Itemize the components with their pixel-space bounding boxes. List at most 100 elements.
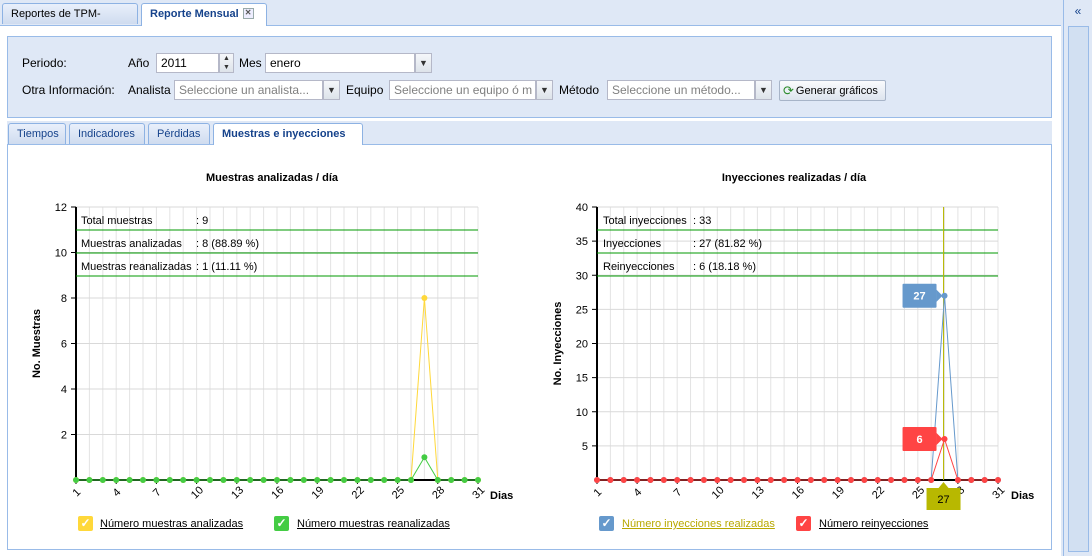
periodo-label: Periodo:	[22, 56, 67, 70]
data-point	[475, 477, 481, 483]
tab-reporte-mensual[interactable]: Reporte Mensual ✕	[141, 3, 267, 26]
generar-graficos-label: Generar gráficos	[795, 85, 878, 97]
anio-label: Año	[128, 56, 150, 70]
data-point	[874, 477, 881, 483]
data-point	[594, 477, 600, 483]
filter-panel: Periodo: Año 2011 ▲ ▼ Mes enero ▼ Otra In…	[7, 36, 1052, 118]
tab-tiempos[interactable]: Tiempos	[8, 123, 66, 144]
x-tick-label: 25	[910, 484, 927, 501]
y-tick-label: 10	[55, 248, 67, 260]
data-point	[314, 477, 321, 483]
data-point	[928, 477, 935, 483]
data-point	[408, 477, 414, 483]
east-panel-collapsed: «	[1063, 0, 1092, 556]
data-point	[794, 477, 801, 483]
data-point	[367, 477, 374, 483]
reference-line-label: Inyecciones	[603, 238, 662, 250]
anio-spinner[interactable]: ▲ ▼	[219, 53, 234, 73]
x-tick-label: 4	[632, 486, 645, 499]
y-tick-label: 6	[61, 339, 67, 351]
legend-muestras-analizadas[interactable]: Número muestras analizadas	[100, 518, 244, 530]
legend-checkbox-reanalizadas[interactable]: ✓	[274, 516, 289, 531]
data-point	[781, 477, 788, 483]
data-point	[448, 477, 455, 483]
data-point	[941, 436, 948, 443]
reference-line-value: : 8 (88.89 %)	[196, 238, 259, 250]
data-point	[727, 477, 734, 483]
analista-select[interactable]: Seleccione un analista...	[174, 80, 323, 100]
data-point	[381, 477, 388, 483]
chevron-down-icon[interactable]: ▼	[536, 80, 553, 100]
data-point	[660, 477, 667, 483]
chevron-down-icon[interactable]: ▼	[415, 53, 432, 73]
y-axis-label: No. Inyecciones	[552, 302, 564, 386]
crosshair-label-box	[926, 488, 961, 510]
tooltip-pointer	[936, 433, 943, 446]
data-point	[341, 477, 347, 483]
reference-line-value: : 1 (11.11 %)	[196, 261, 257, 273]
inner-tab-bar: Tiempos Indicadores Pérdidas Muestras e …	[7, 121, 1052, 145]
data-point	[995, 477, 1001, 483]
legend-checkbox-reinyecciones[interactable]: ✓	[796, 516, 811, 531]
x-tick-label: 7	[672, 486, 685, 499]
tab-perdidas[interactable]: Pérdidas	[148, 123, 210, 144]
data-point	[834, 477, 841, 483]
data-point	[180, 477, 187, 483]
data-point	[634, 477, 641, 483]
tab-indicadores[interactable]: Indicadores	[69, 123, 145, 144]
data-point	[901, 477, 908, 483]
tooltip-value: 27	[913, 291, 925, 303]
tab-muestras-inyecciones[interactable]: Muestras e inyecciones	[213, 123, 363, 145]
metodo-select[interactable]: Seleccione un método...	[607, 80, 755, 100]
double-chevron-left-icon[interactable]: «	[1074, 4, 1082, 18]
legend-checkbox-analizadas[interactable]: ✓	[78, 516, 93, 531]
tab-label: Pérdidas	[157, 128, 201, 140]
y-tick-label: 2	[61, 430, 67, 442]
data-point	[274, 477, 280, 483]
crosshair-value: 27	[937, 494, 949, 506]
x-tick-label: 25	[390, 484, 407, 501]
data-point	[354, 477, 361, 483]
equipo-label: Equipo	[346, 83, 384, 97]
x-tick-label: 13	[750, 484, 767, 501]
data-point	[421, 295, 428, 301]
data-point	[767, 477, 774, 483]
tooltip-box	[902, 427, 937, 452]
y-tick-label: 10	[576, 407, 588, 419]
generar-graficos-button[interactable]: ⟳ Generar gráficos	[779, 80, 886, 101]
equipo-select[interactable]: Seleccione un equipo ó m	[389, 80, 536, 100]
reference-line-value: : 27 (81.82 %)	[693, 238, 762, 250]
data-point	[300, 477, 307, 483]
x-axis-label: Dias	[1011, 490, 1034, 502]
legend-muestras-reanalizadas[interactable]: Número muestras reanalizadas	[297, 518, 450, 530]
data-point	[700, 477, 707, 483]
x-tick-label: 1	[70, 486, 83, 499]
data-point	[394, 477, 401, 483]
data-point	[954, 477, 961, 483]
legend-inyecciones-realizadas[interactable]: Número inyecciones realizadas	[622, 518, 775, 530]
mes-select[interactable]: enero	[265, 53, 415, 73]
otra-informacion-label: Otra Información:	[22, 83, 115, 97]
data-point	[73, 477, 79, 483]
data-point	[754, 477, 761, 483]
chevron-down-icon[interactable]: ▼	[323, 80, 340, 100]
chevron-down-icon[interactable]: ▼	[755, 80, 772, 100]
data-point	[86, 477, 93, 483]
legend-checkbox-inyecciones[interactable]: ✓	[599, 516, 614, 531]
tooltip-pointer	[936, 289, 943, 302]
reference-line-label: Reinyecciones	[603, 261, 675, 273]
data-point	[968, 477, 975, 483]
tab-label: Muestras e inyecciones	[222, 128, 346, 140]
reference-line-label: Total muestras	[81, 215, 153, 227]
x-tick-label: 13	[229, 484, 246, 501]
legend-reinyecciones[interactable]: Número reinyecciones	[819, 518, 929, 530]
y-tick-label: 30	[576, 270, 588, 282]
data-point	[607, 477, 614, 483]
tab-label: Indicadores	[78, 128, 135, 140]
anio-field[interactable]: 2011	[156, 53, 219, 73]
close-icon[interactable]: ✕	[242, 8, 254, 19]
data-point	[620, 477, 627, 483]
data-point	[140, 477, 146, 483]
y-tick-label: 35	[576, 236, 588, 248]
collapsed-panel-strip[interactable]	[1068, 26, 1089, 552]
